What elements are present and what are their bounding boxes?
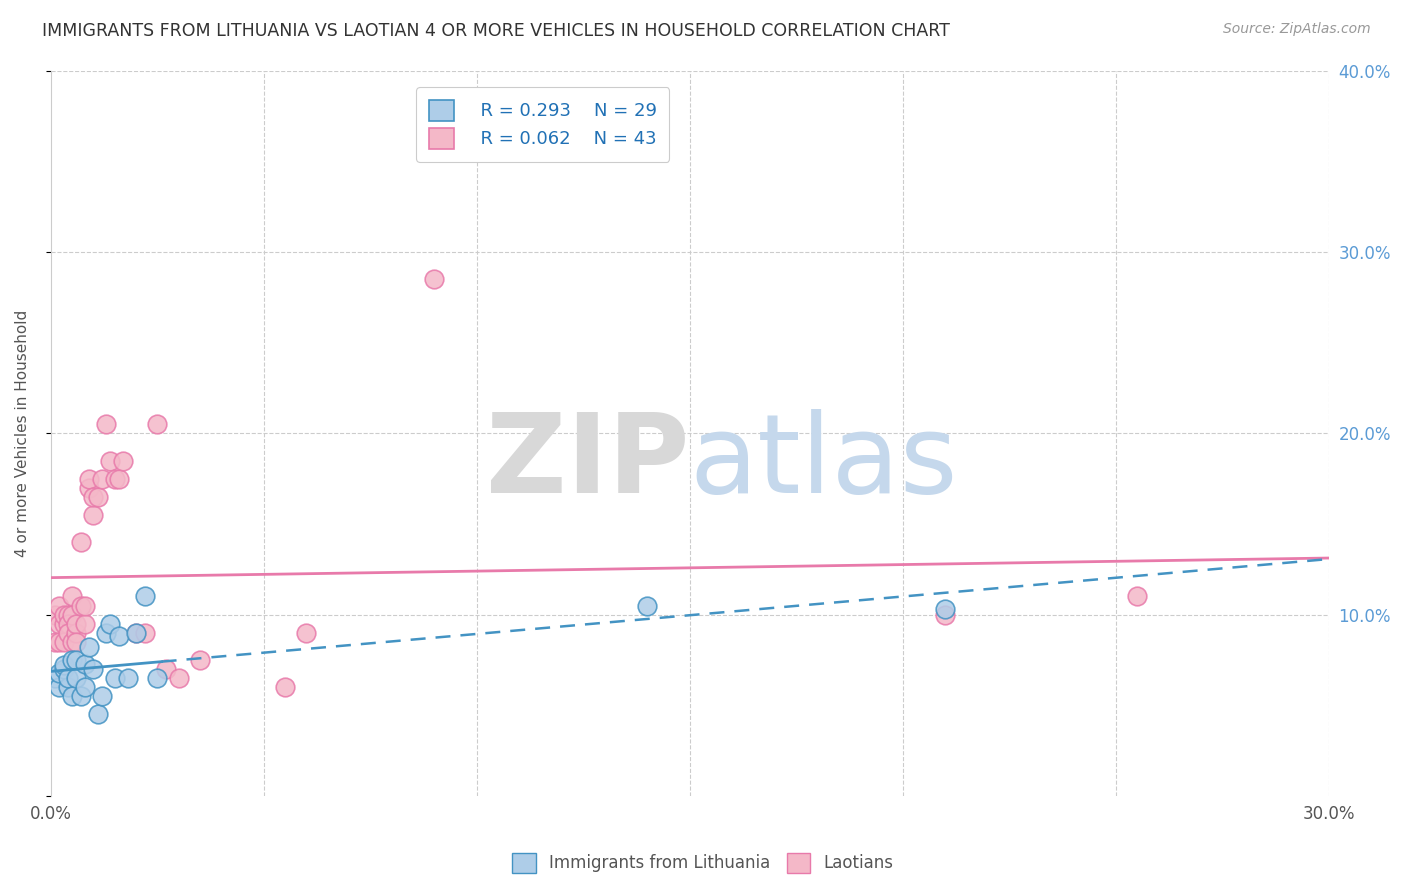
Point xyxy=(52,658,75,673)
Point xyxy=(52,607,75,622)
Point xyxy=(146,417,169,432)
Point xyxy=(44,671,66,685)
Point xyxy=(56,616,79,631)
Point xyxy=(60,590,83,604)
Point xyxy=(56,671,79,685)
Point xyxy=(48,599,70,613)
Text: atlas: atlas xyxy=(690,409,959,516)
Point xyxy=(188,653,211,667)
Point xyxy=(65,616,87,631)
Point xyxy=(108,472,131,486)
Point xyxy=(65,634,87,648)
Point xyxy=(60,689,83,703)
Point xyxy=(86,490,108,504)
Point xyxy=(134,590,156,604)
Point xyxy=(86,707,108,722)
Point xyxy=(73,680,96,694)
Point xyxy=(82,662,104,676)
Point xyxy=(69,599,91,613)
Point xyxy=(56,607,79,622)
Point xyxy=(60,653,83,667)
Point xyxy=(96,625,118,640)
Point xyxy=(65,671,87,685)
Point xyxy=(73,616,96,631)
Point xyxy=(44,607,66,622)
Point xyxy=(934,607,956,622)
Legend: Immigrants from Lithuania, Laotians: Immigrants from Lithuania, Laotians xyxy=(506,847,900,880)
Text: Source: ZipAtlas.com: Source: ZipAtlas.com xyxy=(1223,22,1371,37)
Point xyxy=(100,616,122,631)
Point xyxy=(65,653,87,667)
Point xyxy=(60,634,83,648)
Point xyxy=(77,640,100,655)
Point xyxy=(134,625,156,640)
Point xyxy=(91,689,114,703)
Point xyxy=(155,662,177,676)
Point xyxy=(100,453,122,467)
Point xyxy=(96,417,118,432)
Point xyxy=(112,453,135,467)
Y-axis label: 4 or more Vehicles in Household: 4 or more Vehicles in Household xyxy=(15,310,30,557)
Point xyxy=(77,481,100,495)
Point xyxy=(48,616,70,631)
Point xyxy=(423,272,446,286)
Point xyxy=(52,616,75,631)
Point xyxy=(274,680,297,694)
Point xyxy=(108,629,131,643)
Point xyxy=(82,490,104,504)
Point xyxy=(69,689,91,703)
Point xyxy=(73,657,96,671)
Point xyxy=(125,625,148,640)
Point xyxy=(295,625,318,640)
Point xyxy=(56,680,79,694)
Point xyxy=(69,535,91,549)
Point xyxy=(48,634,70,648)
Point xyxy=(44,634,66,648)
Point xyxy=(73,599,96,613)
Text: ZIP: ZIP xyxy=(486,409,690,516)
Text: IMMIGRANTS FROM LITHUANIA VS LAOTIAN 4 OR MORE VEHICLES IN HOUSEHOLD CORRELATION: IMMIGRANTS FROM LITHUANIA VS LAOTIAN 4 O… xyxy=(42,22,950,40)
Point xyxy=(56,625,79,640)
Point xyxy=(65,625,87,640)
Point xyxy=(104,472,127,486)
Point xyxy=(91,472,114,486)
Point xyxy=(104,671,127,685)
Point xyxy=(77,472,100,486)
Point xyxy=(636,599,658,613)
Point xyxy=(125,625,148,640)
Point xyxy=(934,602,956,616)
Point xyxy=(60,607,83,622)
Legend:   R = 0.293    N = 29,   R = 0.062    N = 43: R = 0.293 N = 29, R = 0.062 N = 43 xyxy=(416,87,669,161)
Point xyxy=(48,665,70,680)
Point xyxy=(82,508,104,522)
Point xyxy=(1126,590,1149,604)
Point xyxy=(146,671,169,685)
Point xyxy=(117,671,139,685)
Point xyxy=(167,671,190,685)
Point xyxy=(52,662,75,676)
Point xyxy=(48,680,70,694)
Point xyxy=(52,634,75,648)
